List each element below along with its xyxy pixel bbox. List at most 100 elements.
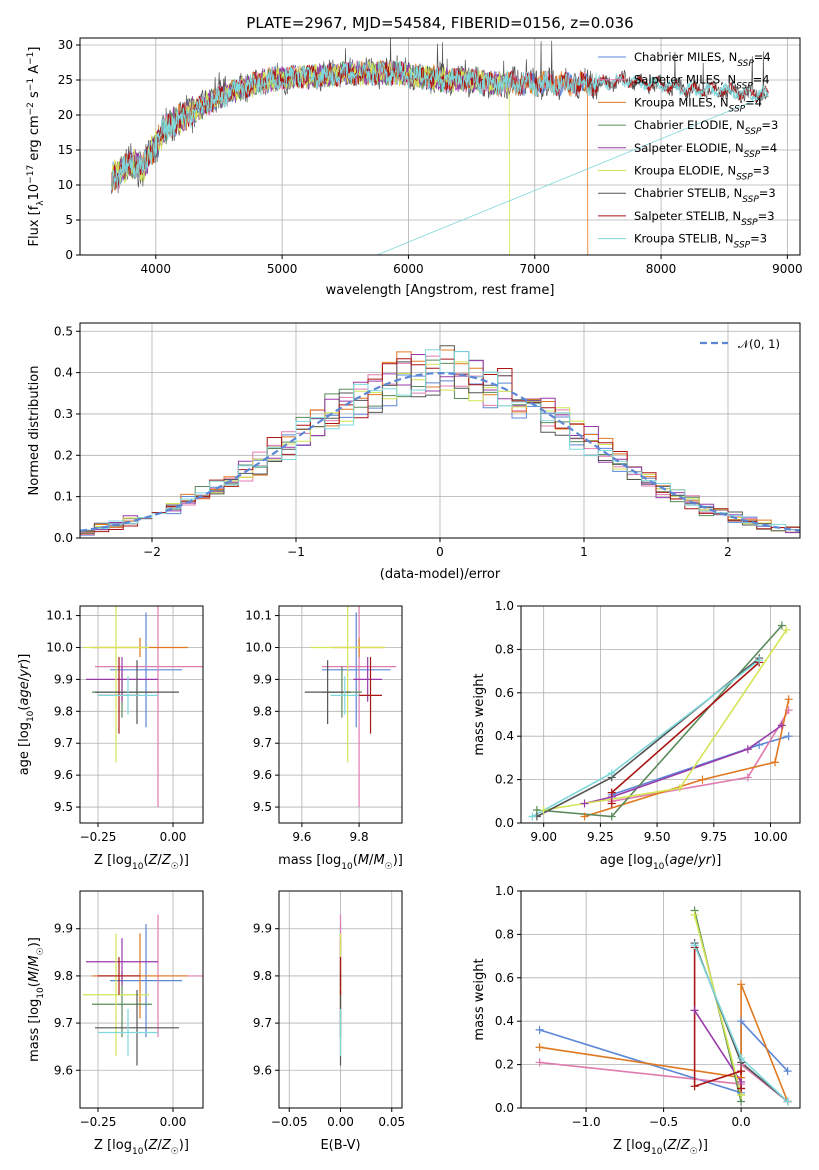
x-axis-label: wavelength [Angstrom, rest frame] [326, 283, 555, 298]
axes-frame [79, 890, 204, 1109]
x-tick-label: 8000 [646, 262, 677, 276]
y-tick-label: 9.6 [253, 768, 272, 782]
x-tick-label: 0 [436, 545, 444, 559]
x-axis-label: mass [log10(M/M☉)] [278, 853, 403, 872]
x-tick-label: 0.0 [732, 1115, 751, 1129]
x-tick-label: 5000 [267, 262, 298, 276]
weight-marker [607, 799, 616, 808]
y-tick-label: 9.8 [54, 704, 73, 718]
weight-marker [784, 732, 793, 741]
weight-series-5 [543, 629, 788, 811]
x-tick-label: 0.00 [160, 1115, 187, 1129]
x-tick-label: 9.25 [587, 830, 614, 844]
x-axis-label: E(B-V) [320, 1138, 360, 1153]
weight-marker [755, 740, 764, 749]
y-tick-label: 0.4 [495, 1014, 514, 1028]
weight-marker [755, 656, 764, 665]
x-tick-label: 9000 [772, 262, 803, 276]
y-tick-label: 9.9 [54, 922, 73, 936]
plot-area [111, 38, 769, 255]
y-tick-label: 5 [65, 213, 73, 227]
y-tick-label: 0.6 [495, 686, 514, 700]
weight-marker [783, 1067, 792, 1076]
y-tick-label: 9.9 [54, 672, 73, 686]
series-line-7 [111, 59, 769, 189]
normal-reference-curve [80, 371, 800, 532]
x-tick-label: 7000 [519, 262, 550, 276]
weight-marker [743, 773, 752, 782]
y-tick-label: 1.0 [495, 884, 514, 898]
legend: Chabrier MILES, NSSP=4 Salpeter MILES, NS… [598, 50, 778, 251]
weight-marker [607, 812, 616, 821]
y-tick-label: 9.5 [54, 800, 73, 814]
weight-marker [783, 1097, 792, 1106]
axes-frame [79, 37, 801, 256]
grid [279, 606, 402, 823]
x-tick-label: 9.75 [700, 830, 727, 844]
y-tick-label: 10.0 [46, 640, 73, 654]
x-tick-label: 10.00 [753, 830, 787, 844]
y-tick-label: 0.8 [495, 642, 514, 656]
panel-age-vs-Z: −0.25 0.00 9.5 9.6 9.7 9.8 9.9 10.0 10.1 Z [log10… [17, 605, 204, 872]
figure-title: PLATE=2967, MJD=54584, FIBERID=0156, z=0… [246, 14, 633, 32]
y-tick-label: 9.6 [253, 1063, 272, 1077]
y-tick-label: 0.4 [54, 366, 73, 380]
y-axis-label: mass weight [472, 673, 487, 755]
x-axis-label: Z [log10(Z/Z☉)] [94, 1138, 189, 1157]
hist-series-8 [80, 349, 800, 531]
weight-series-2 [584, 699, 790, 818]
series-line-8 [111, 60, 769, 255]
weight-marker [743, 745, 752, 754]
x-tick-label: 9.00 [530, 830, 557, 844]
weight-series-2 [539, 984, 789, 1102]
x-tick-label: −1 [287, 545, 305, 559]
panel-residuals: −2 −1 0 1 2 0.0 0.1 0.2 0.3 0.4 0.5 (data-model)/er… [27, 322, 801, 582]
weight-marker [690, 1006, 699, 1015]
y-tick-label: 0.0 [495, 816, 514, 830]
y-tick-label: 0.0 [495, 1101, 514, 1115]
plot-area [304, 606, 397, 808]
weight-marker [580, 799, 589, 808]
x-tick-label: −0.25 [80, 1115, 117, 1129]
y-tick-label: 9.6 [54, 768, 73, 782]
y-tick-label: 10.1 [46, 609, 73, 623]
y-tick-label: 10 [58, 178, 73, 192]
weight-marker [784, 706, 793, 715]
weight-marker [607, 788, 616, 797]
panel-mass-vs-Z: −0.25 0.00 9.6 9.7 9.8 9.9 Z [log10(Z/Z☉)] mass… [27, 890, 204, 1157]
grid [80, 606, 203, 823]
legend-entry: Chabrier ELODIE, NSSP=3 [634, 118, 778, 137]
y-tick-label: 9.5 [253, 800, 272, 814]
legend-entry: Kroupa ELODIE, NSSP=3 [634, 164, 770, 183]
weight-marker [690, 941, 699, 950]
y-axis-label: mass [log10(M/M☉)] [27, 937, 46, 1062]
y-tick-label: 0.2 [54, 448, 73, 462]
weight-marker [535, 1058, 544, 1067]
x-axis-label: Z [log10(Z/Z☉)] [94, 853, 189, 872]
y-tick-label: 1.0 [495, 599, 514, 613]
weight-marker [607, 769, 616, 778]
y-axis-label: mass weight [472, 958, 487, 1040]
x-tick-label: 6000 [393, 262, 424, 276]
x-tick-label: 9.6 [292, 830, 311, 844]
y-tick-label: 9.7 [253, 736, 272, 750]
x-tick-label: −1.0 [572, 1115, 601, 1129]
y-tick-label: 0.5 [54, 324, 73, 338]
y-tick-label: 25 [58, 73, 73, 87]
weight-marker [737, 980, 746, 989]
y-tick-label: 9.6 [54, 1063, 73, 1077]
weight-marker [528, 812, 537, 821]
y-tick-label: 0.6 [495, 971, 514, 985]
weight-marker [539, 805, 548, 814]
weight-marker [782, 625, 791, 634]
weight-series-3 [536, 624, 783, 818]
legend-entry: Salpeter STELIB, NSSP=3 [634, 209, 775, 228]
x-tick-label: 1 [580, 545, 588, 559]
grid [80, 891, 203, 1108]
y-tick-label: 10.0 [245, 640, 272, 654]
legend-entry: Kroupa STELIB, NSSP=3 [634, 232, 767, 251]
weight-marker [690, 910, 699, 919]
x-tick-label: 9.50 [644, 830, 671, 844]
legend-entry: Chabrier MILES, NSSP=4 [634, 50, 771, 69]
